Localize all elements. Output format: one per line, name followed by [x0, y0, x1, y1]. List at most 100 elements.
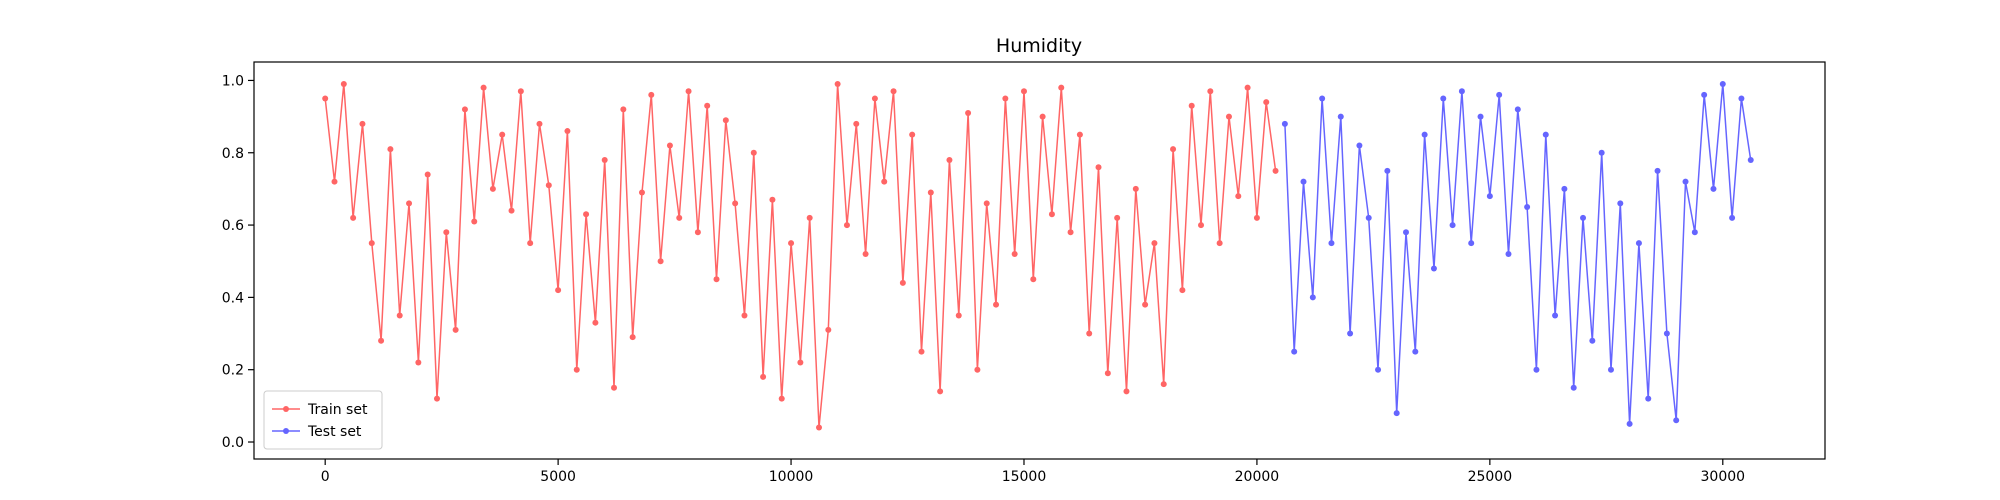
data-point: [750, 149, 757, 156]
data-point: [946, 156, 953, 163]
data-point: [1095, 164, 1102, 171]
data-point: [1747, 156, 1754, 163]
y-tick-label: 0.4: [222, 290, 244, 306]
data-point: [760, 373, 767, 380]
data-point: [834, 81, 841, 88]
data-point: [983, 200, 990, 207]
data-point: [899, 279, 906, 286]
data-point: [1542, 131, 1549, 138]
data-point: [1151, 240, 1158, 247]
data-point: [713, 276, 720, 283]
data-point: [1253, 214, 1260, 221]
data-point: [415, 359, 422, 366]
data-point: [350, 214, 357, 221]
data-point: [517, 88, 524, 95]
data-point: [1365, 214, 1372, 221]
data-point: [359, 120, 366, 127]
data-point: [406, 200, 413, 207]
data-point: [545, 182, 552, 189]
data-point: [1281, 120, 1288, 127]
data-point: [536, 120, 543, 127]
chart-title: Humidity: [996, 35, 1082, 57]
legend-label: Test set: [307, 424, 362, 440]
data-point: [1300, 178, 1307, 185]
data-point: [890, 88, 897, 95]
data-point: [573, 366, 580, 373]
data-point: [1170, 146, 1177, 153]
data-point: [778, 395, 785, 402]
data-point: [1160, 381, 1167, 388]
data-point: [1663, 330, 1670, 337]
data-point: [1058, 84, 1065, 91]
legend-marker: [283, 428, 289, 434]
data-point: [1729, 214, 1736, 221]
data-point: [1235, 193, 1242, 200]
data-point: [927, 189, 934, 196]
data-point: [1337, 113, 1344, 120]
data-point: [592, 319, 599, 326]
legend-swatch: [272, 406, 300, 412]
data-point: [1393, 410, 1400, 417]
data-point: [1291, 348, 1298, 355]
data-point: [1617, 200, 1624, 207]
data-point: [1570, 384, 1577, 391]
data-point: [1319, 95, 1326, 102]
data-point: [1607, 366, 1614, 373]
series-line: [324, 84, 1277, 428]
data-point: [340, 81, 347, 88]
data-point: [862, 250, 869, 257]
data-point: [1030, 276, 1037, 283]
series-line: [1284, 84, 1752, 424]
data-point: [1412, 348, 1419, 355]
data-point: [685, 88, 692, 95]
data-point: [1244, 84, 1251, 91]
data-point: [638, 189, 645, 196]
data-point: [331, 178, 338, 185]
data-point: [694, 229, 701, 236]
data-point: [424, 171, 431, 178]
data-point: [620, 106, 627, 113]
data-point: [471, 218, 478, 225]
data-point: [741, 312, 748, 319]
y-tick-label: 0.2: [222, 363, 244, 379]
data-point: [657, 258, 664, 265]
data-point: [1198, 222, 1205, 229]
data-point: [881, 178, 888, 185]
data-point: [629, 334, 636, 341]
data-point: [508, 207, 515, 214]
x-tick-label: 5000: [540, 469, 576, 485]
data-point: [732, 200, 739, 207]
data-point: [1039, 113, 1046, 120]
data-point: [499, 131, 506, 138]
x-tick-label: 15000: [1002, 469, 1047, 485]
data-point: [378, 337, 385, 344]
series: [322, 81, 1279, 431]
data-point: [918, 348, 925, 355]
legend-box: [263, 390, 383, 450]
data-point: [871, 95, 878, 102]
data-point: [1514, 106, 1521, 113]
data-point: [1533, 366, 1540, 373]
data-point: [1328, 240, 1335, 247]
data-point: [1738, 95, 1745, 102]
data-point: [1207, 88, 1214, 95]
data-point: [1719, 81, 1726, 88]
data-point: [1449, 222, 1456, 229]
data-point: [461, 106, 468, 113]
data-point: [1635, 240, 1642, 247]
x-tick-label: 25000: [1468, 469, 1513, 485]
data-point: [1589, 337, 1596, 344]
data-point: [974, 366, 981, 373]
data-point: [816, 424, 823, 431]
data-point: [433, 395, 440, 402]
data-point: [1421, 131, 1428, 138]
data-point: [322, 95, 329, 102]
data-point: [1505, 250, 1512, 257]
data-point: [1598, 149, 1605, 156]
data-point: [1524, 203, 1531, 210]
data-point: [1468, 240, 1475, 247]
data-point: [1710, 185, 1717, 192]
y-tick-label: 1.0: [222, 73, 244, 89]
data-point: [1691, 229, 1698, 236]
